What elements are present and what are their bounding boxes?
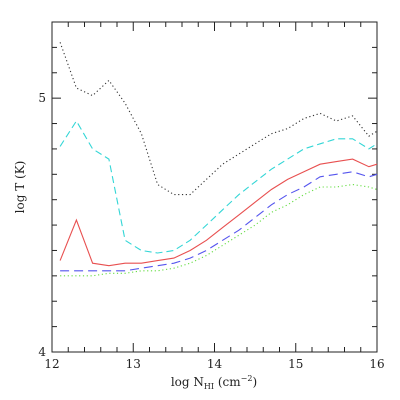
axis-ticks <box>51 21 378 353</box>
plot-frame <box>51 21 378 353</box>
series-line-2 <box>59 119 378 254</box>
series-line-3 <box>59 158 378 267</box>
y-axis-label: log T (K) <box>13 161 27 214</box>
x-tick-label: 14 <box>207 357 223 371</box>
series-line-1 <box>59 42 378 196</box>
x-tick-label: 16 <box>369 357 384 371</box>
x-tick-label: 12 <box>44 357 59 371</box>
series-line-4 <box>60 171 378 272</box>
x-tick-label: 15 <box>288 357 303 371</box>
series-line-5 <box>60 183 378 277</box>
tick-labels: 12 13 14 15 16 4 5 <box>38 91 384 371</box>
y-tick-label: 4 <box>38 345 46 359</box>
y-tick-label: 5 <box>38 91 46 105</box>
series-layer <box>59 42 378 277</box>
x-tick-label: 13 <box>126 357 141 371</box>
x-axis-label: log NHI (cm−2) <box>171 374 257 391</box>
